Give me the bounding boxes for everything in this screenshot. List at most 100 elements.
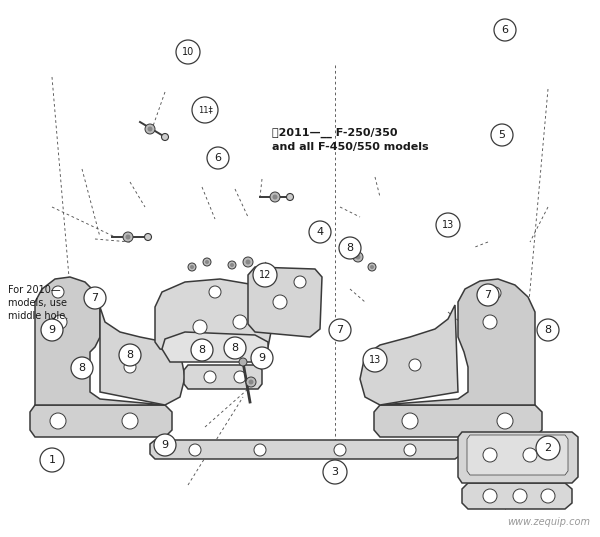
Text: ⁧2011—__ F-250/350
and all F-450/550 models: ⁧2011—__ F-250/350 and all F-450/550 mod…	[272, 128, 428, 153]
Text: 13: 13	[442, 220, 454, 230]
Circle shape	[537, 319, 559, 341]
Text: 9: 9	[259, 353, 266, 363]
Circle shape	[84, 287, 106, 309]
Circle shape	[161, 134, 169, 141]
Circle shape	[190, 265, 194, 269]
Polygon shape	[360, 305, 458, 405]
Text: 4: 4	[316, 227, 323, 237]
Circle shape	[483, 489, 497, 503]
Polygon shape	[380, 279, 535, 405]
Circle shape	[483, 315, 497, 329]
Circle shape	[245, 259, 251, 265]
Text: 6: 6	[502, 25, 509, 35]
Circle shape	[123, 232, 133, 242]
Text: 6: 6	[215, 153, 221, 163]
Circle shape	[404, 444, 416, 456]
Circle shape	[497, 413, 513, 429]
Circle shape	[273, 295, 287, 309]
Circle shape	[230, 263, 234, 267]
Text: 8: 8	[346, 243, 353, 253]
Circle shape	[207, 147, 229, 169]
Text: 8: 8	[79, 363, 86, 373]
Circle shape	[176, 40, 200, 64]
Text: 9: 9	[161, 440, 169, 450]
Circle shape	[483, 448, 497, 462]
Circle shape	[343, 250, 347, 254]
Circle shape	[145, 124, 155, 134]
Polygon shape	[374, 405, 542, 437]
Circle shape	[188, 263, 196, 271]
Text: 7: 7	[484, 290, 491, 300]
Polygon shape	[462, 483, 572, 509]
Polygon shape	[155, 279, 272, 355]
Circle shape	[125, 235, 131, 240]
Circle shape	[513, 489, 527, 503]
Text: 7: 7	[91, 293, 98, 303]
Circle shape	[239, 358, 247, 366]
Circle shape	[272, 194, 277, 200]
Polygon shape	[162, 332, 268, 362]
Circle shape	[329, 319, 351, 341]
Circle shape	[489, 287, 501, 299]
Circle shape	[254, 444, 266, 456]
Circle shape	[402, 413, 418, 429]
Text: 11‡: 11‡	[197, 105, 212, 114]
Circle shape	[145, 234, 151, 241]
Circle shape	[154, 434, 176, 456]
Text: 7: 7	[337, 325, 344, 335]
Circle shape	[251, 347, 273, 369]
Circle shape	[119, 344, 141, 366]
Text: 8: 8	[127, 350, 134, 360]
Circle shape	[323, 460, 347, 484]
Circle shape	[368, 263, 376, 271]
Circle shape	[189, 444, 201, 456]
Text: 1: 1	[49, 455, 56, 465]
Polygon shape	[100, 307, 185, 405]
Circle shape	[243, 257, 253, 267]
Circle shape	[294, 276, 306, 288]
Circle shape	[370, 265, 374, 269]
Circle shape	[205, 260, 209, 264]
Text: 2: 2	[544, 443, 551, 453]
Circle shape	[228, 261, 236, 269]
Circle shape	[192, 97, 218, 123]
Circle shape	[270, 192, 280, 202]
Text: 5: 5	[499, 130, 505, 140]
Text: 8: 8	[199, 345, 206, 355]
Circle shape	[536, 436, 560, 460]
Circle shape	[122, 413, 138, 429]
Circle shape	[491, 124, 513, 146]
Polygon shape	[248, 267, 322, 337]
Circle shape	[53, 315, 67, 329]
Text: For 2010—
models, use
middle hole.: For 2010— models, use middle hole.	[8, 285, 68, 322]
Text: 8: 8	[544, 325, 551, 335]
Circle shape	[233, 315, 247, 329]
Text: 12: 12	[259, 270, 271, 280]
Circle shape	[334, 444, 346, 456]
Circle shape	[541, 489, 555, 503]
Circle shape	[341, 248, 349, 256]
Circle shape	[204, 371, 216, 383]
Text: 8: 8	[232, 343, 239, 353]
Circle shape	[355, 255, 361, 259]
Circle shape	[409, 359, 421, 371]
Circle shape	[253, 263, 277, 287]
Circle shape	[50, 413, 66, 429]
Circle shape	[523, 448, 537, 462]
Circle shape	[246, 377, 256, 387]
Text: 13: 13	[369, 355, 381, 365]
Circle shape	[363, 348, 387, 372]
Circle shape	[124, 361, 136, 373]
Circle shape	[287, 193, 293, 200]
Circle shape	[309, 221, 331, 243]
Circle shape	[353, 252, 363, 262]
Circle shape	[248, 380, 254, 384]
Circle shape	[339, 237, 361, 259]
Circle shape	[209, 286, 221, 298]
Circle shape	[224, 337, 246, 359]
Polygon shape	[467, 435, 568, 475]
Circle shape	[40, 448, 64, 472]
Text: 3: 3	[331, 467, 338, 477]
Polygon shape	[150, 440, 462, 459]
Polygon shape	[458, 432, 578, 483]
